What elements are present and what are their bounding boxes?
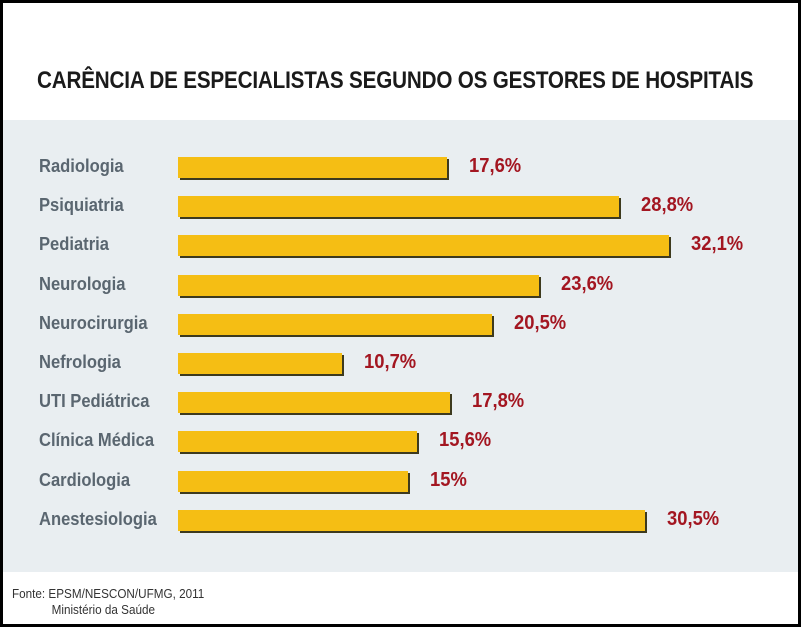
bar — [178, 235, 670, 257]
bar — [178, 353, 342, 374]
category-label: Neurologia — [39, 273, 126, 294]
bar — [178, 313, 492, 335]
bar — [178, 470, 408, 492]
source-note: Fonte: EPSM/NESCON/UFMG, 2011 Ministério… — [12, 586, 204, 618]
bar — [178, 392, 451, 414]
bar — [178, 157, 448, 178]
data-label: 28,8% — [640, 194, 693, 217]
category-label: UTI Pediátrica — [39, 391, 150, 412]
data-label: 15% — [429, 468, 467, 491]
category-label: Radiologia — [39, 156, 124, 176]
data-label: 15,6% — [438, 429, 491, 452]
bar — [178, 431, 417, 453]
category-label: Pediatria — [39, 234, 109, 255]
category-label: Cardiologia — [39, 469, 131, 490]
category-label: Nefrologia — [39, 352, 121, 372]
category-label: Anestesiologia — [39, 508, 157, 529]
data-label: 17,6% — [469, 155, 522, 177]
data-label: 30,5% — [666, 507, 719, 530]
data-label: 17,8% — [472, 390, 525, 413]
data-label: 10,7% — [363, 351, 416, 373]
bar — [178, 274, 540, 296]
data-label: 20,5% — [513, 311, 566, 334]
data-label: 23,6% — [561, 272, 614, 295]
source-line-2: Ministério da Saúde — [51, 602, 156, 617]
bar — [178, 509, 645, 531]
data-label: 32,1% — [691, 233, 744, 256]
chart-title: CARÊNCIA DE ESPECIALISTAS SEGUNDO OS GES… — [37, 67, 754, 94]
source-line-1: Fonte: EPSM/NESCON/UFMG, 2011 — [12, 586, 205, 601]
bar — [178, 196, 619, 218]
category-label: Neurocirurgia — [39, 312, 148, 333]
category-label: Clínica Médica — [39, 430, 155, 451]
chart-panel: Radiologia 17,6% Psiquiatria 28,8% Pediatria… — [3, 120, 798, 572]
category-label: Psiquiatria — [39, 195, 124, 216]
chart-frame: CARÊNCIA DE ESPECIALISTAS SEGUNDO OS GES… — [3, 3, 798, 624]
